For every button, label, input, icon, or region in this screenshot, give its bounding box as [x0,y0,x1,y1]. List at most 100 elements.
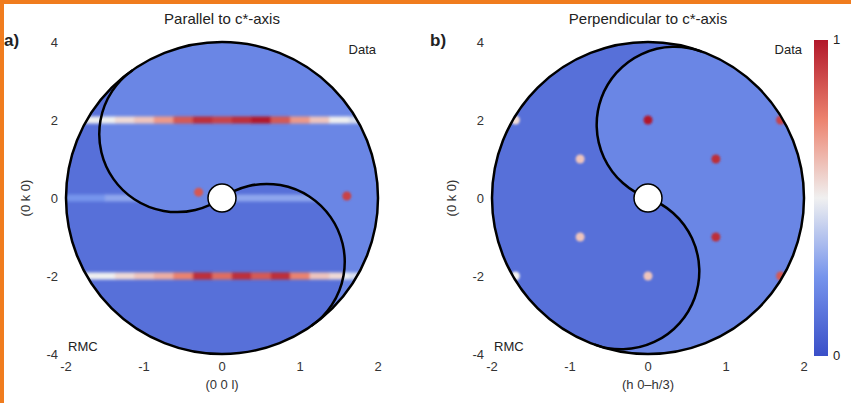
region-label: RMC [68,339,98,354]
region-rmc [492,42,804,354]
streak-segment [56,273,76,280]
region-label: Data [349,42,377,57]
streak-segment [251,273,271,280]
streak-segment [134,117,154,124]
y-axis-title: (0 k 0) [18,180,33,217]
x-axis-title: (0 0 l) [205,377,238,392]
streak-segment [56,117,76,124]
region-background [492,42,804,354]
x-tick-label: 0 [218,359,225,374]
y-tick-label: 2 [51,113,58,128]
streak-segment [193,273,213,280]
streak-segment [56,117,76,124]
y-tick-label: -4 [472,347,484,362]
x-tick-label: 2 [800,359,807,374]
panel: -4-2024-2-1012(0 0 l)(0 k 0)Parallel to … [4,10,418,392]
streak-segment [290,273,310,280]
streak-segment [232,117,252,124]
streak-segment [212,273,232,280]
streak-segment [212,273,232,280]
streak-segment [271,117,291,124]
y-tick-label: 0 [477,191,484,206]
divider [521,25,774,372]
streak-segment [193,117,213,124]
streak-segment [368,273,388,280]
region-label: RMC [494,339,524,354]
figure: -4-2024-2-1012(0 0 l)(0 k 0)Parallel to … [0,0,851,403]
y-tick-label: -2 [46,269,58,284]
region-rmc [27,42,418,354]
streak-segment [154,273,174,280]
y-tick-label: -2 [472,269,484,284]
streak-segment [173,273,193,280]
streak-segment [251,117,271,124]
streak-segment [173,273,193,280]
divider [69,25,376,370]
streak-segment [310,273,330,280]
streak-segment [134,273,154,280]
region-data [492,42,804,354]
panel-letter: a) [4,31,19,50]
streak-segment [95,117,115,124]
x-tick-label: -1 [564,359,576,374]
streak-segment [290,117,310,124]
streak-segment [329,117,349,124]
frame-left [0,0,4,403]
bragg-spot [711,233,720,242]
streak-segment [173,117,193,124]
streak-segment [271,117,291,124]
streak-segment [154,273,174,280]
streak-segment [329,117,349,124]
bragg-spot [342,192,351,201]
colorbar-tick-label: 0 [833,348,840,363]
x-tick-label: 1 [722,359,729,374]
streak-segment [212,117,232,124]
streak-segment [95,273,115,280]
streak-segment [115,273,135,280]
streaks [27,117,418,280]
streak-segment [115,117,135,124]
streak-segment [271,273,291,280]
streak-segment [290,117,310,124]
streak-segment [193,117,213,124]
x-tick-label: 0 [644,359,651,374]
x-tick-label: 2 [374,359,381,374]
region-data [56,42,388,354]
streak-segment [251,117,271,124]
bragg-spot [576,233,585,242]
bragg-spot [644,272,653,281]
bragg-spot [576,155,585,164]
streak-segment [368,117,388,124]
region-label: Data [775,42,803,57]
y-tick-label: -4 [46,347,58,362]
streak-segment [95,117,115,124]
streak-segment [290,273,310,280]
streak-segment [310,117,330,124]
streak-segment [329,273,349,280]
x-tick-label: 1 [296,359,303,374]
colorbar [814,40,828,356]
streak-segment [271,273,291,280]
x-tick-label: -2 [60,359,72,374]
x-axis-title: (h 0–h/3) [622,377,674,392]
streak-segment [329,273,349,280]
streak-segment [251,273,271,280]
streak-segment [193,273,213,280]
panel-letter: b) [430,31,446,50]
streak-segment [95,273,115,280]
panel: -4-2024-2-1012(h 0–h/3)(0 k 0)Perpendicu… [430,10,808,392]
streak-segment [232,117,252,124]
region-background [492,42,804,354]
y-tick-label: 4 [477,35,484,50]
y-axis-title: (0 k 0) [444,180,459,217]
x-tick-label: -1 [138,359,150,374]
streak-segment [134,273,154,280]
streak-segment [56,273,76,280]
streak-segment [261,195,340,202]
outer-circle [492,42,804,354]
streak-segment [134,117,154,124]
bragg-spot [644,116,653,125]
streak-segment [154,117,174,124]
streak-segment [368,273,388,280]
panel-title: Perpendicular to c*-axis [569,10,727,27]
